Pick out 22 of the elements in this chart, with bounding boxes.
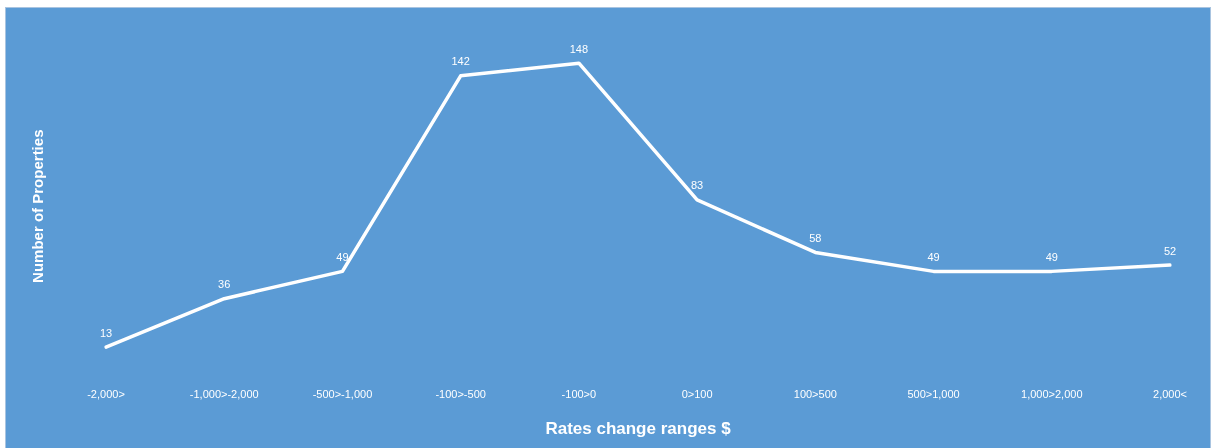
data-label: 83 [690, 179, 704, 192]
x-tick-label: -1,000>-2,000 [189, 388, 259, 401]
x-tick-label: -500>-1,000 [312, 388, 373, 401]
x-tick-label: 1,000>2,000 [1021, 388, 1083, 401]
x-tick-label: -100>0 [561, 388, 597, 401]
data-label: 58 [809, 231, 822, 244]
x-axis-title: Rates change ranges $ [545, 419, 732, 439]
data-label: 49 [1045, 250, 1058, 263]
data-label: 52 [1163, 244, 1177, 257]
x-tick-label: 100>500 [793, 388, 837, 401]
x-tick-label: 500>1,000 [907, 388, 960, 401]
x-tick-label: 0>100 [681, 388, 713, 401]
data-label: 36 [218, 278, 231, 291]
y-axis-title: Number of Properties [29, 129, 47, 283]
x-tick-label: 2,000< [1153, 388, 1187, 401]
data-label: 142 [451, 55, 470, 68]
data-label: 49 [336, 250, 349, 263]
data-label: 148 [569, 42, 589, 55]
x-tick-label: -100>-500 [435, 388, 486, 401]
data-label: 49 [927, 250, 940, 263]
x-tick-label: -2,000> [87, 388, 125, 401]
data-label: 13 [99, 326, 113, 339]
